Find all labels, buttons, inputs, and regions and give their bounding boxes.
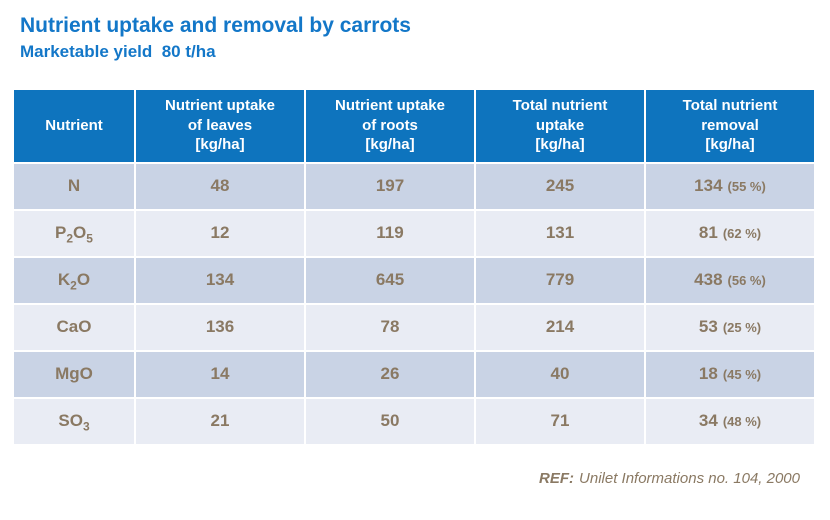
column-header-total-uptake: Total nutrient uptake [kg/ha] — [476, 89, 644, 162]
total-uptake-cell: 131 — [476, 210, 644, 256]
column-header-total-removal: Total nutrient removal [kg/ha] — [646, 89, 814, 162]
uptake-leaves-cell: 12 — [136, 210, 304, 256]
ref-text: Unilet Informations no. 104, 2000 — [579, 469, 800, 487]
page-subtitle: Marketable yield 80 t/ha — [20, 42, 216, 62]
uptake-leaves-cell: 136 — [136, 304, 304, 350]
removal-value: 438 — [694, 270, 723, 290]
uptake-roots-cell: 645 — [306, 257, 474, 303]
total-uptake-cell: 40 — [476, 351, 644, 397]
row-n: N 48 197 245 134 (55 %) — [14, 163, 814, 209]
removal-cell: 53 (25 %) — [646, 304, 814, 350]
removal-percent: (45 %) — [722, 367, 762, 383]
nutrient-subscript: 5 — [86, 231, 93, 246]
nutrient-cell: K2O — [14, 257, 134, 303]
total-uptake-cell: 214 — [476, 304, 644, 350]
removal-cell: 438 (56 %) — [646, 257, 814, 303]
removal-percent: (62 %) — [722, 226, 762, 242]
nutrient-cell: N — [14, 163, 134, 209]
nutrient-subscript: 2 — [70, 278, 77, 293]
column-header-uptake-leaves: Nutrient uptake of leaves [kg/ha] — [136, 89, 304, 162]
removal-value: 53 — [698, 317, 718, 337]
nutrient-cell: MgO — [14, 351, 134, 397]
uptake-leaves-cell: 134 — [136, 257, 304, 303]
uptake-roots-cell: 26 — [306, 351, 474, 397]
uptake-roots-cell: 197 — [306, 163, 474, 209]
total-uptake-cell: 245 — [476, 163, 644, 209]
nutrient-formula: MgO — [55, 364, 93, 384]
column-header-nutrient: Nutrient — [14, 89, 134, 162]
nutrient-formula: O — [76, 270, 91, 290]
nutrient-subscript: 3 — [82, 419, 90, 434]
removal-percent: (55 %) — [727, 179, 766, 195]
nutrient-formula: K — [57, 270, 71, 290]
uptake-leaves-cell: 21 — [136, 398, 304, 444]
uptake-leaves-cell: 48 — [136, 163, 304, 209]
nutrient-formula: O — [73, 223, 87, 243]
reference-note: REF: Unilet Informations no. 104, 2000 — [0, 470, 800, 487]
nutrient-formula: SO — [58, 411, 83, 431]
removal-value: 18 — [698, 364, 718, 384]
ref-label: REF: — [539, 469, 575, 487]
removal-value: 81 — [698, 223, 718, 243]
removal-cell: 18 (45 %) — [646, 351, 814, 397]
uptake-leaves-cell: 14 — [136, 351, 304, 397]
nutrient-cell: P2O5 — [14, 210, 134, 256]
total-uptake-cell: 71 — [476, 398, 644, 444]
removal-cell: 81 (62 %) — [646, 210, 814, 256]
removal-value: 34 — [698, 411, 718, 431]
row-so3: SO3 21 50 71 34 (48 %) — [14, 398, 814, 444]
uptake-roots-cell: 78 — [306, 304, 474, 350]
column-header-uptake-roots: Nutrient uptake of roots [kg/ha] — [306, 89, 474, 162]
removal-percent: (56 %) — [727, 273, 766, 289]
removal-cell: 134 (55 %) — [646, 163, 814, 209]
nutrient-cell: SO3 — [14, 398, 134, 444]
total-uptake-cell: 779 — [476, 257, 644, 303]
removal-percent: (25 %) — [722, 320, 762, 336]
slide: Nutrient uptake and removal by carrots M… — [0, 14, 816, 487]
nutrient-formula: N — [67, 176, 81, 196]
row-k2o: K2O 134 645 779 438 (56 %) — [14, 257, 814, 303]
nutrient-uptake-table: Nutrient Nutrient uptake of leaves [kg/h… — [12, 88, 816, 446]
nutrient-cell: CaO — [14, 304, 134, 350]
uptake-roots-cell: 119 — [306, 210, 474, 256]
row-p2o5: P2O5 12 119 131 81 (62 %) — [14, 210, 814, 256]
removal-percent: (48 %) — [722, 414, 762, 430]
nutrient-subscript: 2 — [66, 231, 74, 246]
header-row: Nutrient Nutrient uptake of leaves [kg/h… — [14, 89, 814, 162]
nutrient-formula: P — [55, 223, 67, 243]
row-cao: CaO 136 78 214 53 (25 %) — [14, 304, 814, 350]
page-title: Nutrient uptake and removal by carrots — [20, 14, 411, 37]
uptake-roots-cell: 50 — [306, 398, 474, 444]
removal-value: 134 — [694, 176, 723, 196]
nutrient-formula: CaO — [56, 317, 92, 337]
row-mgo: MgO 14 26 40 18 (45 %) — [14, 351, 814, 397]
removal-cell: 34 (48 %) — [646, 398, 814, 444]
